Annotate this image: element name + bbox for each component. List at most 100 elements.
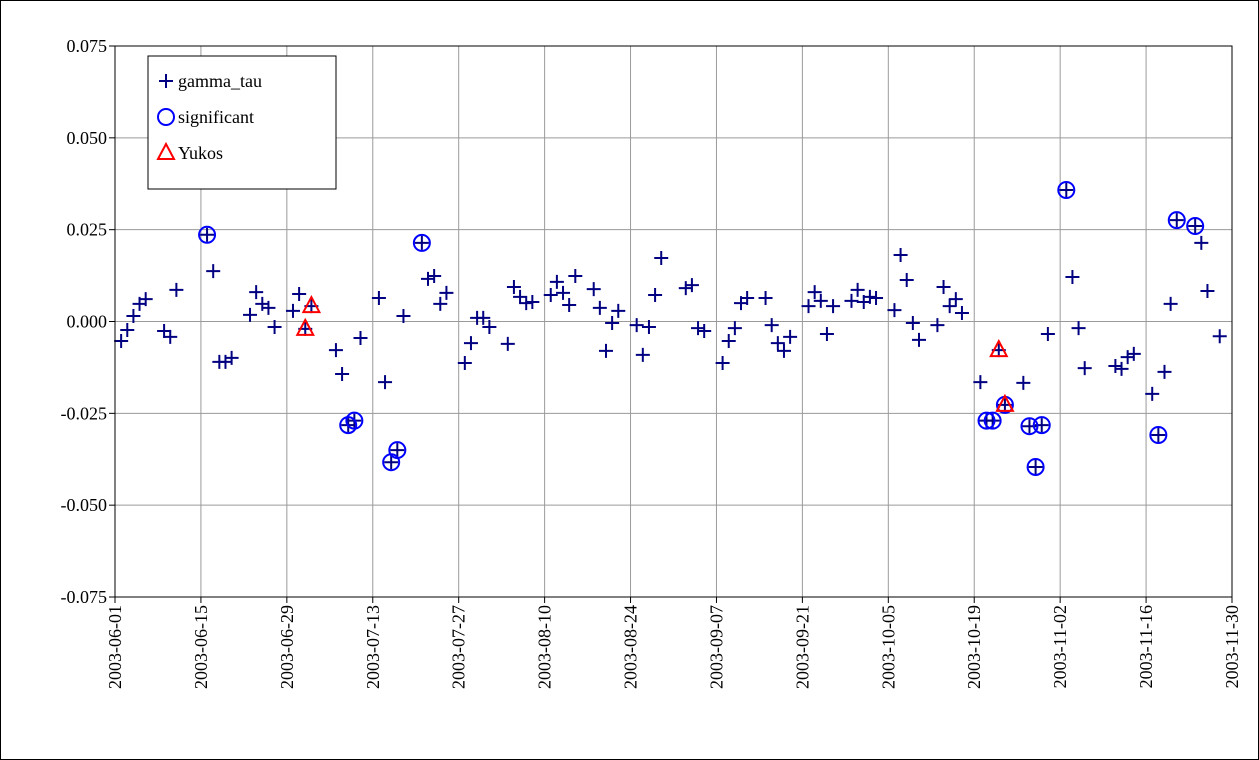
point: [249, 285, 264, 300]
y-tick-label: 0.075: [67, 36, 108, 56]
point: [378, 375, 393, 390]
point: [905, 315, 920, 330]
y-tick-label: -0.050: [61, 495, 108, 515]
point: [1065, 270, 1080, 285]
point: [169, 282, 184, 297]
point: [482, 320, 497, 335]
x-tick-label: 2003-07-13: [363, 605, 383, 689]
point: [641, 320, 656, 335]
y-tick-label: 0.000: [67, 312, 108, 332]
point: [678, 281, 693, 296]
point: [261, 300, 276, 315]
point: [813, 293, 828, 308]
legend-marker: [157, 108, 175, 126]
point: [1169, 213, 1184, 228]
point: [893, 248, 908, 263]
point: [697, 324, 712, 339]
point: [936, 279, 951, 294]
point: [371, 290, 386, 305]
y-tick-label: 0.050: [67, 128, 108, 148]
x-tick-label: 2003-07-27: [449, 605, 469, 689]
point: [198, 225, 217, 244]
point: [345, 411, 364, 430]
point: [390, 443, 405, 458]
legend-label: gamma_tau: [178, 71, 262, 91]
point: [206, 264, 221, 279]
x-tick-label: 2003-10-05: [878, 605, 898, 689]
point: [1071, 321, 1086, 336]
point: [519, 296, 534, 311]
point: [1212, 329, 1227, 344]
x-tick-label: 2003-09-07: [706, 605, 726, 689]
x-tick-label: 2003-06-29: [277, 605, 297, 689]
plot-border: [114, 45, 1233, 598]
point: [1020, 417, 1039, 436]
point: [648, 288, 663, 303]
point: [1151, 428, 1166, 443]
point: [948, 292, 963, 307]
point: [611, 303, 626, 318]
point: [1188, 218, 1203, 233]
point: [764, 318, 779, 333]
point: [721, 333, 736, 348]
point: [629, 318, 644, 333]
point: [525, 295, 540, 310]
point: [439, 285, 454, 300]
point: [224, 350, 239, 365]
point: [295, 317, 315, 336]
y-tick-label: -0.025: [61, 403, 108, 423]
x-tick-label: 2003-08-10: [535, 605, 555, 689]
point: [476, 310, 491, 325]
point: [684, 278, 699, 293]
point: [727, 321, 742, 336]
point: [1167, 211, 1186, 230]
point: [1077, 361, 1092, 376]
point: [1163, 296, 1178, 311]
legend-label: Yukos: [178, 143, 223, 163]
x-tick-label: 2003-09-21: [792, 605, 812, 689]
point: [801, 299, 816, 314]
point: [463, 336, 478, 351]
point: [353, 331, 368, 346]
legend: [147, 55, 337, 190]
point: [500, 336, 515, 351]
point: [549, 274, 564, 289]
point: [995, 393, 1015, 412]
x-tick-label: 2003-11-30: [1222, 605, 1242, 688]
x-tick-label: 2003-08-24: [621, 605, 641, 689]
point: [899, 272, 914, 287]
point: [267, 320, 282, 335]
x-tick-label: 2003-10-19: [964, 605, 984, 689]
point: [844, 293, 859, 308]
point: [506, 279, 521, 294]
point: [457, 356, 472, 371]
point: [114, 333, 129, 348]
point: [1028, 459, 1043, 474]
x-tick-label: 2003-06-01: [105, 605, 125, 689]
point: [911, 332, 926, 347]
point: [776, 343, 791, 358]
point: [715, 356, 730, 371]
y-tick-label: 0.025: [67, 220, 108, 240]
x-tick-label: 2003-11-16: [1136, 605, 1156, 688]
point: [605, 315, 620, 330]
point: [807, 285, 822, 300]
point: [654, 250, 669, 265]
point: [568, 268, 583, 283]
point: [1186, 216, 1205, 235]
point: [243, 307, 258, 322]
point: [983, 411, 1002, 430]
point: [414, 235, 429, 250]
point: [556, 285, 571, 300]
point: [421, 271, 436, 286]
point: [770, 336, 785, 351]
point: [1126, 346, 1141, 361]
point: [301, 294, 322, 314]
point: [412, 233, 431, 252]
point: [1194, 235, 1209, 250]
point: [1016, 375, 1031, 390]
point: [977, 411, 996, 430]
point: [635, 347, 650, 362]
point: [292, 286, 307, 301]
point: [200, 227, 215, 242]
